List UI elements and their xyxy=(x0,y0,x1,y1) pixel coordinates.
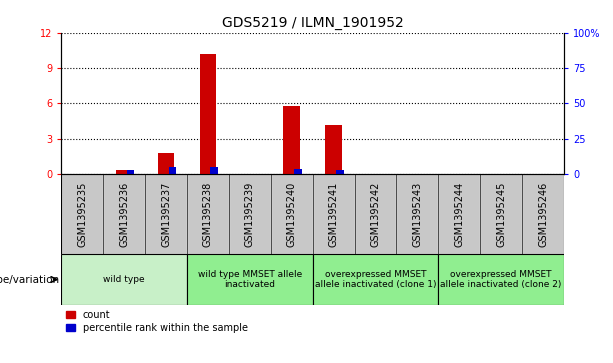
Text: GSM1395240: GSM1395240 xyxy=(287,182,297,247)
Bar xyxy=(313,254,438,305)
Bar xyxy=(438,254,564,305)
Bar xyxy=(116,170,132,174)
Bar xyxy=(103,174,145,254)
Bar xyxy=(200,54,216,174)
Text: GSM1395235: GSM1395235 xyxy=(77,182,87,247)
Text: wild type: wild type xyxy=(104,275,145,284)
Text: GSM1395245: GSM1395245 xyxy=(496,182,506,247)
Text: GSM1395239: GSM1395239 xyxy=(245,182,255,247)
Text: GSM1395242: GSM1395242 xyxy=(370,182,381,247)
Bar xyxy=(229,174,271,254)
Bar xyxy=(354,174,397,254)
Bar xyxy=(522,174,564,254)
Text: GSM1395246: GSM1395246 xyxy=(538,182,548,247)
Bar xyxy=(158,153,175,174)
Text: genotype/variation: genotype/variation xyxy=(0,274,59,285)
Text: overexpressed MMSET
allele inactivated (clone 2): overexpressed MMSET allele inactivated (… xyxy=(440,270,562,289)
Text: wild type MMSET allele
inactivated: wild type MMSET allele inactivated xyxy=(197,270,302,289)
Bar xyxy=(271,174,313,254)
Bar xyxy=(397,174,438,254)
Bar xyxy=(61,174,103,254)
Bar xyxy=(210,167,218,174)
Text: overexpressed MMSET
allele inactivated (clone 1): overexpressed MMSET allele inactivated (… xyxy=(314,270,436,289)
Legend: count, percentile rank within the sample: count, percentile rank within the sample xyxy=(66,310,248,333)
Bar xyxy=(127,170,134,174)
Bar xyxy=(480,174,522,254)
Bar xyxy=(283,106,300,174)
Bar xyxy=(169,167,176,174)
Bar xyxy=(326,125,342,174)
Text: GSM1395243: GSM1395243 xyxy=(413,182,422,247)
Text: GSM1395244: GSM1395244 xyxy=(454,182,464,247)
Bar xyxy=(336,170,344,174)
Bar xyxy=(294,169,302,174)
Bar xyxy=(313,174,354,254)
Bar xyxy=(187,254,313,305)
Bar xyxy=(187,174,229,254)
Bar xyxy=(145,174,187,254)
Text: GSM1395238: GSM1395238 xyxy=(203,182,213,247)
Text: GSM1395241: GSM1395241 xyxy=(329,182,338,247)
Bar xyxy=(438,174,480,254)
Title: GDS5219 / ILMN_1901952: GDS5219 / ILMN_1901952 xyxy=(222,16,403,30)
Bar xyxy=(61,254,187,305)
Text: GSM1395237: GSM1395237 xyxy=(161,182,171,247)
Text: GSM1395236: GSM1395236 xyxy=(119,182,129,247)
